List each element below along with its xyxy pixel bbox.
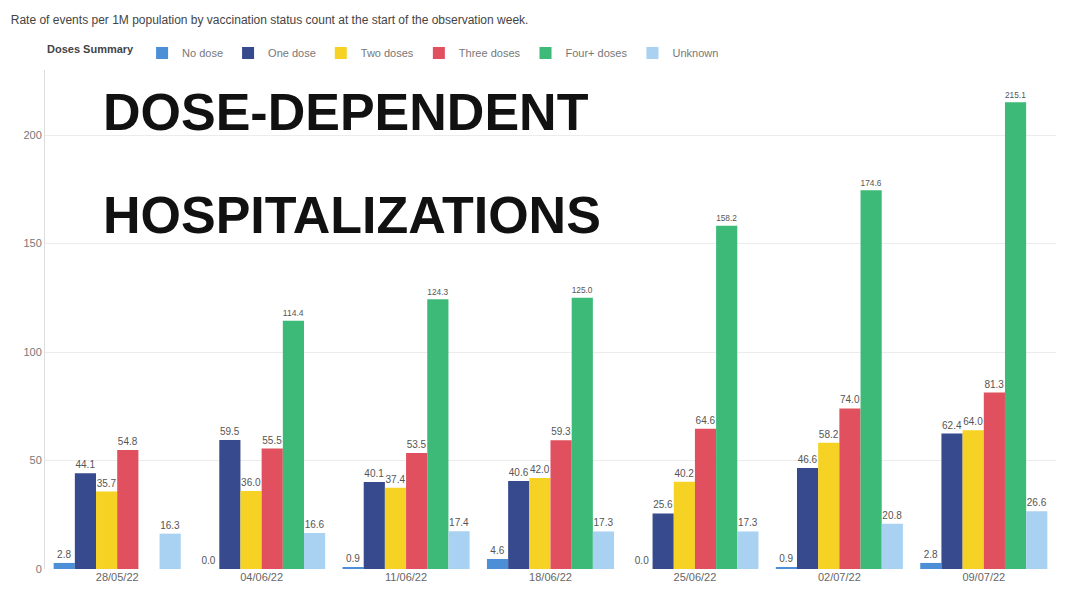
svg-text:04/06/22: 04/06/22 [240, 571, 283, 583]
svg-text:74.0: 74.0 [840, 394, 860, 405]
svg-text:40.6: 40.6 [509, 467, 529, 478]
svg-text:58.2: 58.2 [819, 429, 839, 440]
svg-text:150: 150 [23, 237, 41, 249]
svg-text:55.5: 55.5 [262, 435, 282, 446]
svg-text:Three doses: Three doses [459, 47, 521, 59]
svg-text:114.4: 114.4 [283, 308, 304, 318]
svg-text:2.8: 2.8 [57, 549, 71, 560]
svg-text:DOSE-DEPENDENT: DOSE-DEPENDENT [103, 83, 589, 141]
svg-text:35.7: 35.7 [97, 478, 117, 489]
svg-text:59.3: 59.3 [551, 426, 571, 437]
svg-text:62.4: 62.4 [942, 420, 962, 431]
svg-text:17.3: 17.3 [594, 517, 614, 528]
svg-text:54.8: 54.8 [118, 436, 138, 447]
svg-text:64.6: 64.6 [696, 415, 716, 426]
svg-text:200: 200 [23, 129, 41, 141]
svg-text:0.0: 0.0 [635, 555, 649, 566]
svg-text:158.2: 158.2 [716, 213, 737, 223]
svg-text:0.0: 0.0 [202, 555, 216, 566]
svg-text:Four+ doses: Four+ doses [566, 47, 628, 59]
svg-text:16.3: 16.3 [160, 520, 180, 531]
svg-text:81.3: 81.3 [984, 379, 1004, 390]
svg-text:36.0: 36.0 [241, 477, 261, 488]
svg-text:40.1: 40.1 [364, 468, 384, 479]
svg-text:17.3: 17.3 [738, 517, 758, 528]
svg-text:46.6: 46.6 [798, 454, 818, 465]
svg-text:44.1: 44.1 [75, 459, 95, 470]
svg-text:28/05/22: 28/05/22 [96, 571, 139, 583]
svg-text:HOSPITALIZATIONS: HOSPITALIZATIONS [103, 186, 601, 244]
svg-text:Unknown: Unknown [672, 47, 718, 59]
svg-text:18/06/22: 18/06/22 [529, 571, 572, 583]
svg-text:124.3: 124.3 [427, 287, 448, 297]
svg-text:Two doses: Two doses [361, 47, 414, 59]
svg-text:4.6: 4.6 [490, 545, 504, 556]
svg-text:0: 0 [36, 563, 42, 575]
svg-text:215.1: 215.1 [1005, 90, 1026, 100]
svg-text:20.8: 20.8 [882, 510, 902, 521]
svg-text:17.4: 17.4 [449, 517, 469, 528]
svg-text:0.9: 0.9 [346, 553, 360, 564]
svg-text:37.4: 37.4 [386, 474, 406, 485]
svg-text:11/06/22: 11/06/22 [385, 571, 427, 583]
svg-text:0.9: 0.9 [779, 553, 793, 564]
svg-text:42.0: 42.0 [530, 464, 550, 475]
svg-text:40.2: 40.2 [674, 468, 694, 479]
svg-text:One dose: One dose [268, 47, 316, 59]
svg-text:Doses Summary: Doses Summary [47, 43, 134, 55]
svg-text:53.5: 53.5 [407, 439, 427, 450]
svg-text:25.6: 25.6 [653, 499, 673, 510]
svg-text:25/06/22: 25/06/22 [674, 571, 717, 583]
svg-text:59.5: 59.5 [220, 426, 240, 437]
svg-text:2.8: 2.8 [924, 549, 938, 560]
svg-text:02/07/22: 02/07/22 [818, 571, 861, 583]
svg-text:50: 50 [30, 454, 42, 466]
svg-text:100: 100 [23, 346, 41, 358]
svg-text:26.6: 26.6 [1027, 497, 1047, 508]
svg-text:Rate of events per 1M populati: Rate of events per 1M population by vacc… [11, 13, 529, 27]
svg-text:09/07/22: 09/07/22 [962, 571, 1005, 583]
svg-text:16.6: 16.6 [305, 519, 325, 530]
svg-text:No dose: No dose [182, 47, 223, 59]
svg-text:64.0: 64.0 [963, 416, 983, 427]
svg-text:125.0: 125.0 [572, 285, 593, 295]
svg-text:174.6: 174.6 [861, 178, 882, 188]
